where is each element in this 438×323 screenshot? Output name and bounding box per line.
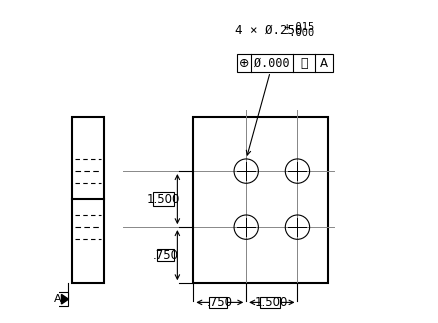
Text: A: A bbox=[320, 57, 328, 69]
Text: ⊕: ⊕ bbox=[239, 57, 249, 69]
Bar bbox=[209, 297, 227, 308]
Text: .750: .750 bbox=[152, 249, 178, 262]
Text: 1.500: 1.500 bbox=[255, 296, 289, 309]
Text: -.000: -.000 bbox=[283, 28, 314, 38]
Bar bbox=[237, 54, 333, 72]
Bar bbox=[72, 117, 104, 283]
Text: +.015: +.015 bbox=[283, 22, 314, 32]
Bar bbox=[260, 297, 280, 308]
Text: A: A bbox=[54, 294, 62, 304]
Polygon shape bbox=[61, 294, 68, 304]
Text: Ø.000: Ø.000 bbox=[254, 57, 290, 69]
Text: 1.500: 1.500 bbox=[147, 193, 180, 206]
Bar bbox=[156, 249, 174, 261]
Bar bbox=[48, 292, 68, 306]
Text: .750: .750 bbox=[207, 296, 233, 309]
Text: 4 × Ø.250: 4 × Ø.250 bbox=[235, 24, 303, 37]
Text: Ⓜ: Ⓜ bbox=[300, 57, 307, 69]
Bar bbox=[153, 192, 174, 206]
Bar bbox=[194, 117, 328, 283]
